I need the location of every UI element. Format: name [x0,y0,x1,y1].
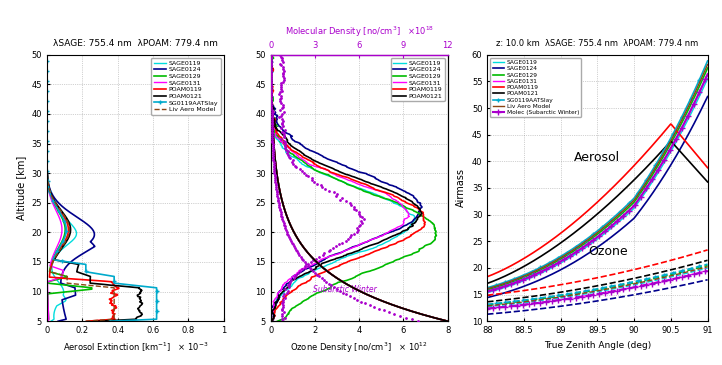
Title: λSAGE: 755.4 nm  λPOAM: 779.4 nm: λSAGE: 755.4 nm λPOAM: 779.4 nm [53,39,218,49]
Legend: SAGE0119, SAGE0124, SAGE0129, SAGE0131, POAM0119, POAM0121, SG0119AATSlay, Liv A: SAGE0119, SAGE0124, SAGE0129, SAGE0131, … [490,58,581,118]
X-axis label: True Zenith Angle (deg): True Zenith Angle (deg) [544,341,651,350]
X-axis label: Ozone Density [no/cm$^3$]   $\times\ 10^{12}$: Ozone Density [no/cm$^3$] $\times\ 10^{1… [290,341,428,355]
Legend: SAGE0119, SAGE0124, SAGE0129, SAGE0131, POAM0119, POAM0121, SG0119AATSlay, Liv A: SAGE0119, SAGE0124, SAGE0129, SAGE0131, … [151,58,221,115]
Legend: SAGE0119, SAGE0124, SAGE0129, SAGE0131, POAM0119, POAM0121: SAGE0119, SAGE0124, SAGE0129, SAGE0131, … [391,58,445,101]
X-axis label: Molecular Density [no/cm$^3$]   $\times 10^{18}$: Molecular Density [no/cm$^3$] $\times 10… [284,25,434,39]
Y-axis label: Airmass: Airmass [456,169,466,207]
Text: Aerosol: Aerosol [575,151,620,164]
Text: Subarctic Winter: Subarctic Winter [313,285,377,294]
Y-axis label: Altitude [km]: Altitude [km] [16,156,26,220]
X-axis label: Aerosol Extinction [km$^{-1}$]   $\times\ 10^{-3}$: Aerosol Extinction [km$^{-1}$] $\times\ … [63,341,208,354]
Text: Ozone: Ozone [588,245,628,258]
Title: z: 10.0 km  λSAGE: 755.4 nm  λPOAM: 779.4 nm: z: 10.0 km λSAGE: 755.4 nm λPOAM: 779.4 … [496,39,699,49]
